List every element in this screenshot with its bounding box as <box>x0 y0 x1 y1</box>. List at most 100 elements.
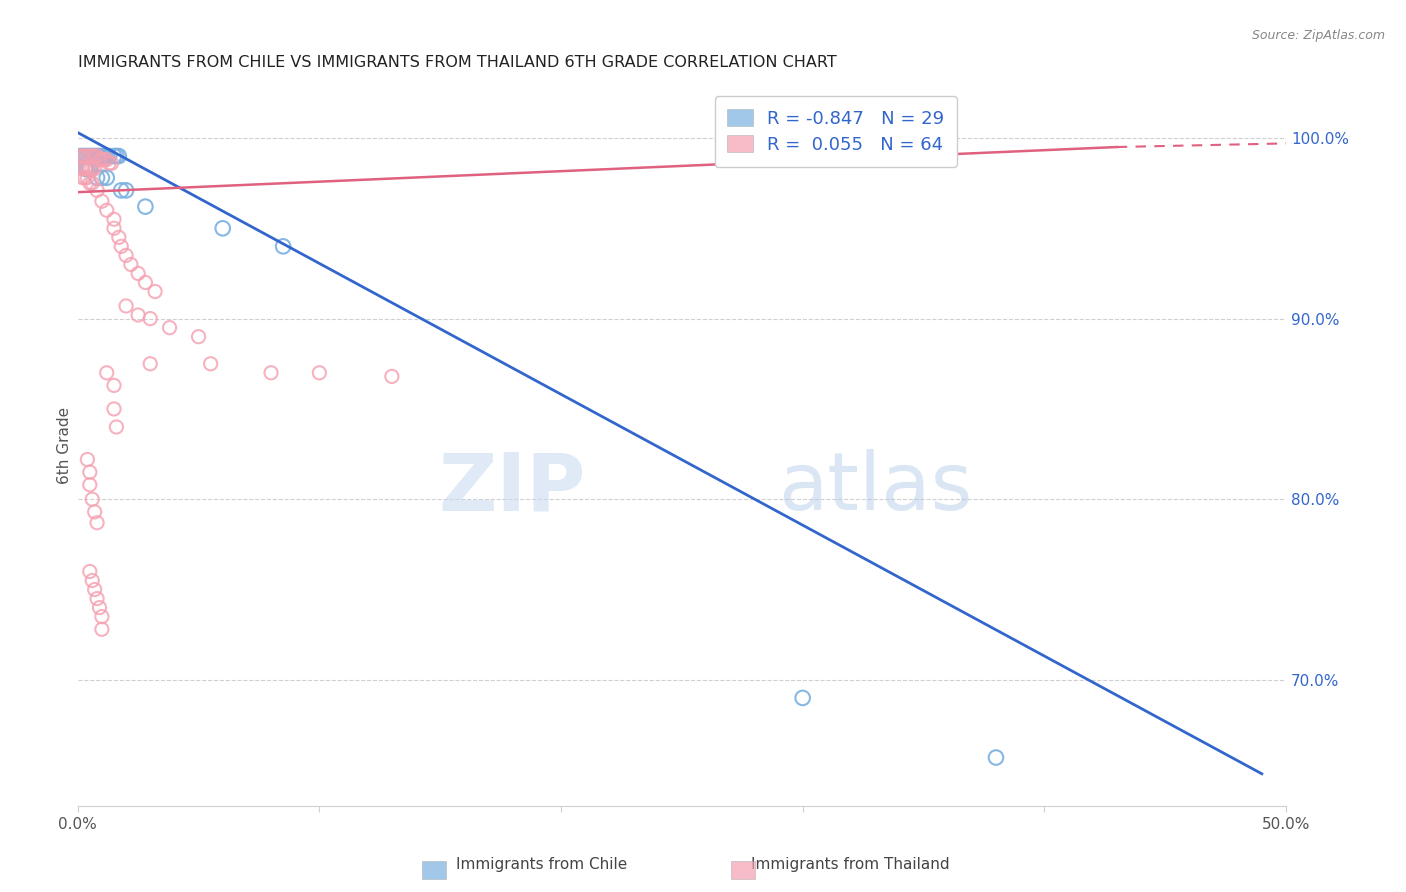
Point <box>381 369 404 384</box>
Point <box>105 420 128 434</box>
Point <box>83 505 105 519</box>
Point <box>96 366 118 380</box>
Point <box>72 149 94 163</box>
Point <box>79 465 101 479</box>
Point <box>82 149 104 163</box>
Point <box>90 153 112 167</box>
Point <box>90 149 112 163</box>
Point <box>984 750 1007 764</box>
Point <box>79 149 101 163</box>
Point <box>79 161 101 176</box>
Point <box>100 156 122 170</box>
Point <box>72 170 94 185</box>
Point <box>79 477 101 491</box>
Point <box>76 170 98 185</box>
Point <box>96 203 118 218</box>
Point <box>90 194 112 209</box>
Point <box>120 257 142 271</box>
Point <box>98 156 121 170</box>
Point <box>86 149 108 163</box>
Point <box>79 176 101 190</box>
Point <box>86 183 108 197</box>
Y-axis label: 6th Grade: 6th Grade <box>58 407 72 483</box>
Point <box>271 239 294 253</box>
Point <box>110 183 132 197</box>
Point <box>76 161 98 176</box>
Point <box>82 176 104 190</box>
Point <box>82 149 104 163</box>
Point <box>69 149 91 163</box>
Point <box>76 149 98 163</box>
Point <box>72 161 94 176</box>
Point <box>72 149 94 163</box>
Point <box>73 149 96 163</box>
Point <box>79 149 101 163</box>
Point <box>89 153 111 167</box>
Point <box>260 366 283 380</box>
Point <box>159 320 181 334</box>
Point <box>90 622 112 636</box>
Point <box>108 230 131 244</box>
Point <box>139 311 162 326</box>
Point <box>90 170 112 185</box>
Point <box>83 149 105 163</box>
Point <box>96 170 118 185</box>
Point <box>115 183 138 197</box>
Point <box>79 161 101 176</box>
Point <box>134 276 156 290</box>
Point <box>76 452 98 467</box>
Point <box>110 239 132 253</box>
Point <box>73 161 96 176</box>
Point <box>76 161 98 176</box>
Point <box>103 401 125 416</box>
Point <box>79 565 101 579</box>
Point <box>308 366 330 380</box>
Text: Source: ZipAtlas.com: Source: ZipAtlas.com <box>1251 29 1385 42</box>
Point <box>187 329 209 343</box>
Point <box>73 170 96 185</box>
Point <box>115 299 138 313</box>
Point <box>103 212 125 227</box>
Text: atlas: atlas <box>779 450 973 527</box>
Point <box>86 591 108 606</box>
Point <box>127 267 149 281</box>
Point <box>792 690 814 705</box>
Point <box>69 149 91 163</box>
Text: Immigrants from Thailand: Immigrants from Thailand <box>751 857 950 872</box>
Point <box>139 357 162 371</box>
Point <box>96 153 118 167</box>
Point <box>211 221 233 235</box>
Point <box>82 492 104 507</box>
Legend: R = -0.847   N = 29, R =  0.055   N = 64: R = -0.847 N = 29, R = 0.055 N = 64 <box>714 96 956 167</box>
Point <box>86 516 108 530</box>
Point <box>83 582 105 597</box>
Point <box>89 149 111 163</box>
Point <box>73 161 96 176</box>
Point <box>90 609 112 624</box>
Point <box>82 574 104 588</box>
Point <box>83 149 105 163</box>
Point <box>200 357 222 371</box>
Point <box>82 161 104 176</box>
Point <box>127 308 149 322</box>
Point <box>93 153 115 167</box>
Point <box>86 149 108 163</box>
Point <box>76 149 98 163</box>
Point <box>143 285 166 299</box>
Point <box>115 248 138 262</box>
Point <box>86 170 108 185</box>
Point <box>103 221 125 235</box>
Point <box>89 600 111 615</box>
Point <box>83 161 105 176</box>
Point <box>108 149 131 163</box>
Point <box>105 149 128 163</box>
Point <box>103 149 125 163</box>
Point <box>98 149 121 163</box>
Text: IMMIGRANTS FROM CHILE VS IMMIGRANTS FROM THAILAND 6TH GRADE CORRELATION CHART: IMMIGRANTS FROM CHILE VS IMMIGRANTS FROM… <box>77 55 837 70</box>
Text: ZIP: ZIP <box>437 450 585 527</box>
Point <box>96 149 118 163</box>
Text: Immigrants from Chile: Immigrants from Chile <box>456 857 627 872</box>
Point <box>134 200 156 214</box>
Point <box>103 378 125 392</box>
Point <box>73 149 96 163</box>
